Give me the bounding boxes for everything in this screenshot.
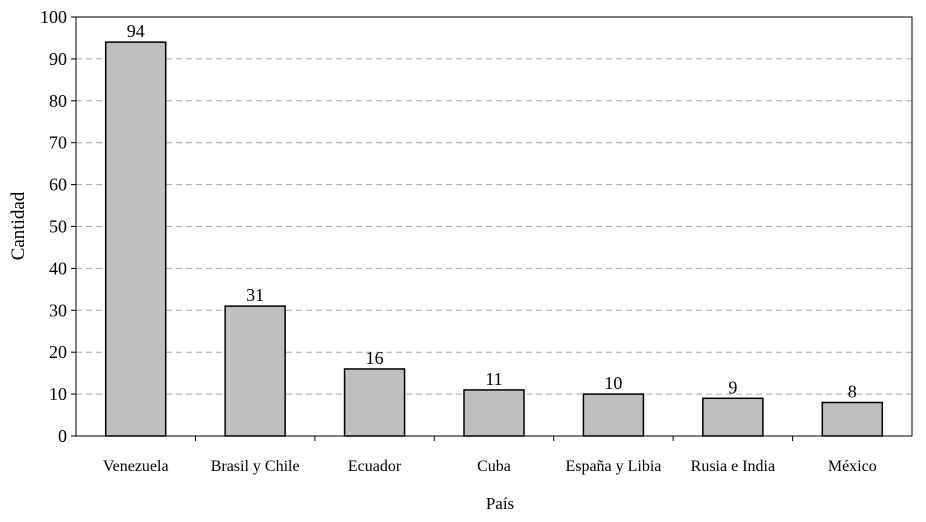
data-label-1: 94 — [127, 21, 145, 41]
data-labels: 94 31 16 11 10 9 8 — [127, 21, 857, 401]
x-axis-label: País — [486, 494, 514, 513]
bars — [104, 41, 884, 437]
x-tick-label-6: Rusia e India — [691, 458, 775, 475]
gridlines — [76, 58, 912, 395]
bar-2 — [224, 305, 286, 437]
x-tick-label-4: Cuba — [477, 458, 511, 475]
y-tick-label-10: 10 — [49, 384, 67, 404]
bar-1 — [104, 41, 167, 437]
y-tick-labels: 0 10 20 30 40 50 60 70 80 90 100 — [40, 7, 67, 446]
y-axis-label: Cantidad — [8, 191, 29, 260]
x-tick-label-2: Brasil y Chile — [211, 458, 300, 475]
bar-5 — [582, 393, 645, 437]
data-label-7: 8 — [848, 381, 857, 401]
x-tick-label-5: España y Libia — [565, 458, 661, 475]
y-tick-label-80: 80 — [49, 91, 67, 111]
y-tick-label-90: 90 — [49, 49, 67, 69]
axes — [71, 16, 913, 441]
data-label-5: 10 — [604, 373, 622, 393]
y-tick-label-30: 30 — [49, 300, 67, 320]
data-label-6: 9 — [728, 377, 737, 397]
bar-4 — [463, 389, 525, 437]
y-tick-label-50: 50 — [49, 217, 67, 237]
y-tick-label-20: 20 — [49, 342, 67, 362]
bar-6 — [702, 397, 764, 437]
y-tick-label-40: 40 — [49, 258, 67, 278]
data-label-2: 31 — [246, 285, 264, 305]
bar-3 — [343, 368, 406, 437]
x-tick-labels: Venezuela Brasil y Chile Ecuador Cuba España… — [103, 458, 877, 475]
y-tick-label-100: 100 — [40, 7, 67, 27]
data-label-3: 16 — [366, 348, 384, 368]
y-tick-label-60: 60 — [49, 175, 67, 195]
y-tick-label-0: 0 — [58, 426, 67, 446]
x-tick-label-1: Venezuela — [103, 458, 169, 475]
x-tick-label-7: México — [828, 458, 877, 475]
bar-7 — [821, 401, 884, 437]
x-tick-label-3: Ecuador — [348, 458, 402, 475]
y-tick-label-70: 70 — [49, 133, 67, 153]
data-label-4: 11 — [485, 369, 502, 389]
